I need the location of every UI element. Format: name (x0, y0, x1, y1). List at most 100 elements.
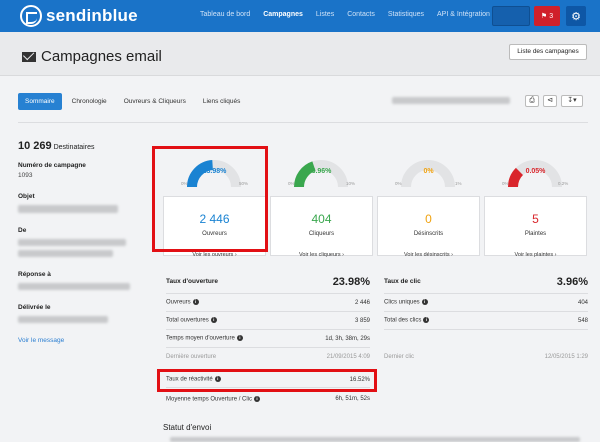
top-navigation-bar: sendinblue Tableau de bord Campagnes Lis… (0, 0, 600, 32)
tab-timeline[interactable]: Chronologie (71, 98, 107, 105)
info-icon[interactable]: i (423, 317, 430, 324)
unsubscribes-box: 0 Désinscrits (377, 196, 480, 256)
view-openers-link[interactable]: Voir les ouvreurs › (192, 252, 237, 258)
share-button[interactable]: ⊲ (543, 95, 557, 107)
notifications-button[interactable]: ⚑ 3 (534, 6, 560, 26)
info-icon[interactable]: i (236, 335, 243, 342)
nav-item-statistics[interactable]: Statistiques (387, 11, 425, 18)
campaign-number: 1093 (18, 172, 33, 179)
info-icon[interactable]: i (254, 395, 261, 402)
download-button[interactable]: ↧▾ (561, 95, 583, 107)
complaints-count: 5 (532, 212, 539, 226)
card-unsubscribes: 0% 0% 1% 0 Désinscrits Voir les désinscr… (377, 146, 480, 261)
unsubscribes-label: Désinscrits (413, 231, 444, 237)
click-rate-value: 3.96% (556, 275, 588, 288)
openers-gauge-max: 50% (239, 181, 249, 186)
from-label: De (18, 227, 27, 234)
unique-clicks-label: Clics uniques (384, 299, 420, 306)
send-status-title: Statut d'envoi (163, 423, 212, 432)
delivered-redacted (18, 316, 108, 323)
complaints-gauge (508, 160, 562, 188)
unsubscribes-count: 0 (425, 212, 432, 226)
view-message-link[interactable]: Voir le message (18, 337, 65, 344)
reply-redacted (18, 283, 130, 290)
clickers-label: Cliqueurs (308, 231, 335, 237)
info-icon[interactable]: i (192, 299, 199, 306)
campaign-list-button[interactable]: Liste des campagnes (509, 44, 587, 60)
open-rate-row: Taux d'ouverture 23.98% (166, 270, 370, 294)
view-complaints-link[interactable]: Voir les plaintes › (514, 252, 557, 258)
complaints-gauge-fill (508, 167, 524, 188)
subject-redacted (18, 205, 118, 213)
nav-item-campaigns[interactable]: Campagnes (263, 11, 303, 18)
nav-item-contacts[interactable]: Contacts (347, 11, 375, 18)
total-opens-row: Total ouvertures i 3 859 (166, 312, 370, 330)
openers-rate: 23.98% (202, 168, 227, 175)
total-clicks-row: Total des clics i 548 (384, 312, 588, 330)
from-redacted-2 (18, 250, 113, 257)
complaints-rate: 0.05% (525, 168, 546, 175)
avg-open-click-row: Moyenne temps Ouverture / Clic i 6h, 51m,… (166, 390, 370, 408)
clickers-count: 404 (311, 212, 332, 226)
unique-clicks-row: Clics uniques i 404 (384, 294, 588, 312)
openers-gauge-fill (187, 160, 214, 188)
total-clicks-label: Total des clics (384, 317, 422, 324)
clickers-box: 404 Cliqueurs (270, 196, 373, 256)
total-clicks-value: 548 (577, 317, 588, 324)
avg-open-time-label: Temps moyen d'ouverture (166, 335, 235, 342)
recipients: 10 269 Destinataires (18, 140, 138, 152)
view-unsubscribes-link[interactable]: Voir les désinscrits › (404, 252, 453, 258)
info-icon[interactable]: i (214, 376, 221, 383)
clickers-gauge-max: 10% (346, 181, 356, 186)
last-click-value: 12/05/2015 1:29 (544, 354, 588, 360)
tab-clicked-links[interactable]: Liens cliqués (202, 98, 241, 105)
click-rate-row: Taux de clic 3.96% (384, 270, 588, 294)
reactivity-value: 16.52% (349, 376, 370, 383)
print-button[interactable]: ⎙ (525, 95, 539, 107)
card-clickers: 3.96% 0% 10% 404 Cliqueurs Voir les cliq… (270, 146, 373, 261)
reply-label: Réponse à (18, 271, 51, 278)
report-tabs: Sommaire Chronologie Ouvreurs & Cliqueur… (18, 93, 250, 110)
complaints-gauge-max: 0.2% (558, 181, 569, 186)
divider (18, 122, 588, 123)
unique-clicks-value: 404 (577, 299, 588, 306)
account-button[interactable] (492, 6, 530, 26)
page-title: Campagnes email (22, 48, 162, 65)
clickers-rate: 3.96% (311, 168, 332, 175)
openers-row-value: 2 446 (354, 299, 370, 306)
clickers-gauge (294, 160, 348, 188)
from-redacted-1 (18, 239, 126, 246)
complaints-label: Plaintes (524, 231, 547, 237)
card-complaints: 0.05% 0% 0.2% 5 Plaintes Voir les plaint… (484, 146, 587, 261)
tab-openers-clickers[interactable]: Ouvreurs & Cliqueurs (123, 98, 186, 105)
tab-summary[interactable]: Sommaire (18, 93, 62, 110)
nav-item-lists[interactable]: Listes (315, 11, 335, 18)
brand-name: sendinblue (46, 6, 138, 25)
gear-icon: ⚙ (571, 10, 581, 23)
info-icon[interactable]: i (210, 317, 217, 324)
brand-logo[interactable]: sendinblue (20, 4, 138, 28)
unsubscribes-gauge (401, 160, 455, 188)
main-nav: Tableau de bord Campagnes Listes Contact… (200, 11, 503, 18)
settings-button[interactable]: ⚙ (566, 6, 586, 26)
info-icon[interactable]: i (421, 299, 428, 306)
nav-item-api[interactable]: API & Intégration (437, 11, 490, 18)
view-clickers-link[interactable]: Voir les cliqueurs › (299, 252, 344, 258)
page-title-text: Campagnes email (41, 48, 162, 65)
unsubscribes-gauge-min: 0% (395, 181, 402, 186)
openers-row: Ouvreurs i 2 446 (166, 294, 370, 312)
open-rate-value: 23.98% (332, 275, 370, 288)
total-opens-value: 3 859 (354, 317, 370, 324)
reactivity-label: Taux de réactivité (166, 376, 213, 383)
bell-icon: ⚑ (540, 13, 548, 20)
avg-open-click-value: 6h, 51m, 52s (335, 396, 370, 402)
send-status-redacted (170, 437, 580, 442)
openers-label: Ouvreurs (202, 231, 227, 237)
nav-item-dashboard[interactable]: Tableau de bord (200, 11, 251, 18)
avg-open-click-label: Moyenne temps Ouverture / Clic (166, 396, 253, 403)
openers-box: 2 446 Ouvreurs (163, 196, 266, 256)
print-icon: ⎙ (529, 97, 535, 104)
campaign-name-redacted (392, 97, 510, 104)
avg-open-time-row: Temps moyen d'ouverture i 1d, 3h, 38m, 29… (166, 330, 370, 348)
total-opens-label: Total ouvertures (166, 317, 209, 324)
